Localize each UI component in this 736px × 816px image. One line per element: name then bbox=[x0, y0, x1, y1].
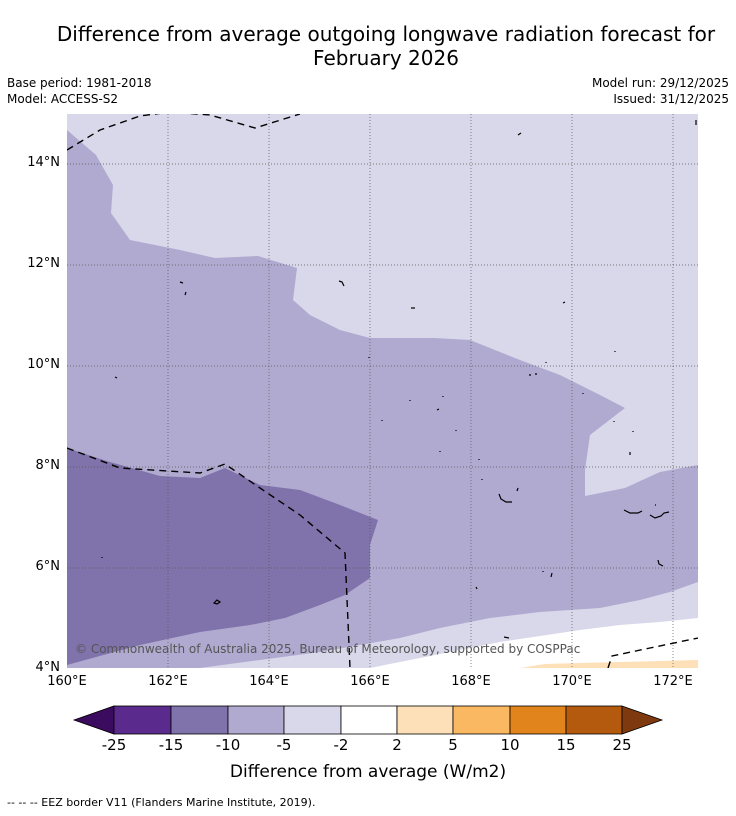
lon-label-168e: 168°E bbox=[451, 674, 491, 689]
lat-label-10n: 10°N bbox=[27, 357, 60, 372]
colorbar-tick: -5 bbox=[276, 736, 292, 754]
colorbar-seg-8 bbox=[565, 705, 623, 735]
model-run: Model run: 29/12/2025 bbox=[591, 76, 729, 90]
eez-borders bbox=[67, 114, 698, 668]
lon-label-162e: 162°E bbox=[148, 674, 188, 689]
colorbar-seg-3 bbox=[283, 705, 342, 735]
colorbar-seg-7 bbox=[509, 705, 567, 735]
colorbar-tick: 15 bbox=[556, 736, 576, 754]
gridlines bbox=[67, 114, 698, 668]
islands bbox=[101, 120, 697, 639]
colorbar-label: Difference from average (W/m2) bbox=[229, 762, 507, 782]
lat-label-12n: 12°N bbox=[27, 256, 60, 271]
lat-label-14n: 14°N bbox=[27, 155, 60, 170]
lon-label-160e: 160°E bbox=[47, 674, 87, 689]
colorbar-seg-2 bbox=[227, 705, 285, 735]
meta-left: Base period: 1981-2018 Model: ACCESS-S2 bbox=[7, 75, 152, 107]
lat-label-8n: 8°N bbox=[35, 458, 61, 473]
colorbar-tick: -15 bbox=[158, 736, 184, 754]
colorbar-tick: 25 bbox=[612, 736, 632, 754]
lon-label-164e: 164°E bbox=[249, 674, 289, 689]
meta-right: Model run: 29/12/2025 Issued: 31/12/2025 bbox=[592, 75, 729, 107]
map-plot bbox=[67, 114, 698, 668]
map-title: Difference from average outgoing longwav… bbox=[56, 22, 716, 70]
base-period: Base period: 1981-2018 bbox=[7, 76, 152, 90]
colorbar-seg-1 bbox=[170, 705, 229, 735]
colorbar-tick: 2 bbox=[392, 736, 402, 754]
colorbar-tick: 5 bbox=[448, 736, 458, 754]
eez-footnote: -- -- -- EEZ border V11 (Flanders Marine… bbox=[7, 796, 316, 809]
colorbar-seg-4 bbox=[340, 705, 398, 735]
copyright-notice: © Commonwealth of Australia 2025, Bureau… bbox=[75, 642, 581, 656]
colorbar-seg-5 bbox=[396, 705, 454, 735]
colorbar-tick: 10 bbox=[500, 736, 520, 754]
anomaly-minus10-region bbox=[67, 448, 378, 665]
lon-label-166e: 166°E bbox=[350, 674, 390, 689]
issued-date: Issued: 31/12/2025 bbox=[613, 92, 729, 106]
lat-label-6n: 6°N bbox=[35, 559, 61, 574]
colorbar-over bbox=[621, 705, 664, 735]
colorbar-tick: -10 bbox=[215, 736, 241, 754]
lon-label-170e: 170°E bbox=[552, 674, 592, 689]
model-name: Model: ACCESS-S2 bbox=[7, 92, 119, 106]
colorbar-seg-6 bbox=[452, 705, 511, 735]
lon-label-172e: 172°E bbox=[653, 674, 693, 689]
lat-label-4n: 4°N bbox=[35, 660, 61, 675]
colorbar-under bbox=[72, 705, 115, 735]
colorbar-seg-0 bbox=[113, 705, 172, 735]
colorbar-tick: -2 bbox=[333, 736, 349, 754]
colorbar bbox=[72, 705, 664, 735]
colorbar-tick: -25 bbox=[101, 736, 127, 754]
